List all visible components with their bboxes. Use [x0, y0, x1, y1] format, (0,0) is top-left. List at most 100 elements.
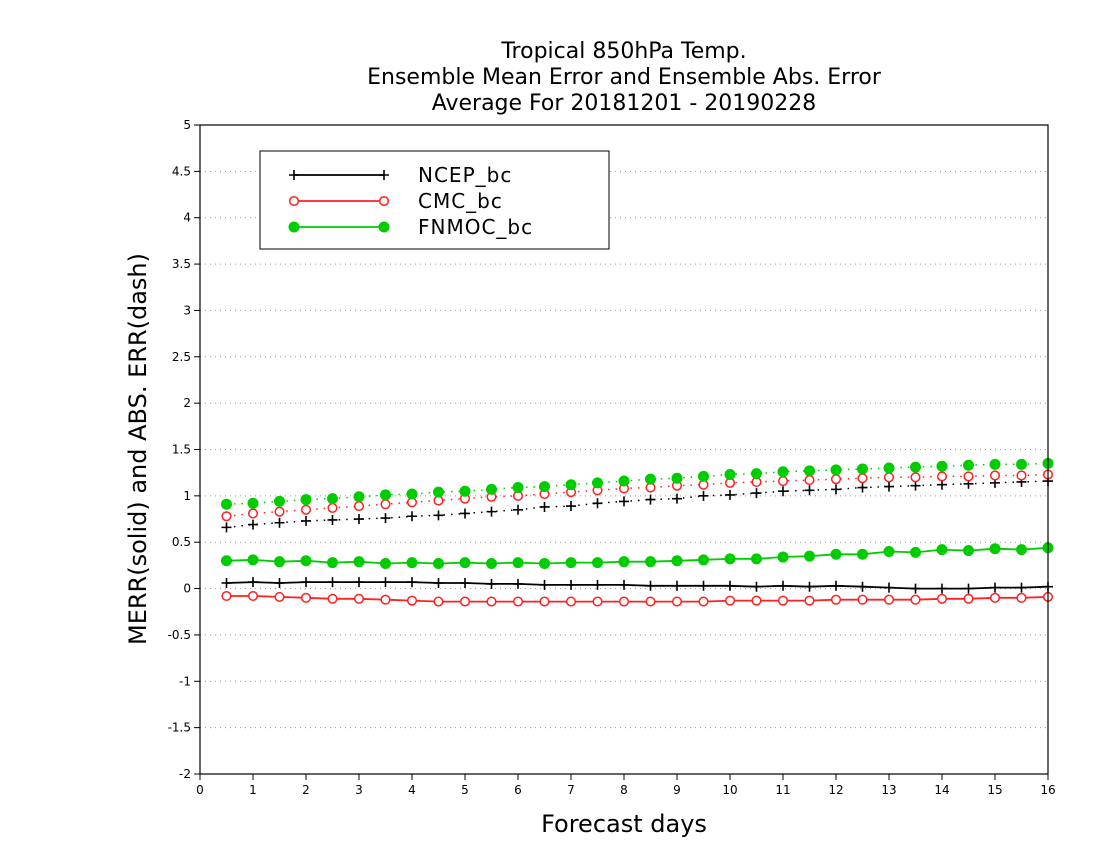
ncep-bc-merr-point: [327, 577, 338, 588]
fnmoc-bc-abs-err-point: [486, 483, 497, 495]
fnmoc-bc-merr-point: [459, 557, 471, 569]
ncep-bc-merr-point: [248, 577, 258, 588]
ncep-bc-merr-point: [910, 583, 921, 594]
y-tick-label: -1.5: [168, 721, 191, 735]
fnmoc-bc-merr-point: [274, 556, 285, 568]
ncep-bc-abs-err-point: [274, 517, 285, 528]
x-tick-label: 11: [775, 783, 790, 797]
fnmoc-bc-abs-err-point: [910, 461, 921, 473]
ncep-bc-merr-point: [963, 583, 974, 594]
cmc-bc-abs-err-point: [963, 471, 974, 482]
y-tick-label: -0.5: [168, 628, 191, 642]
fnmoc-bc-abs-err-point: [830, 464, 842, 476]
cmc-bc-merr-point: [247, 590, 259, 602]
fnmoc-bc-merr-point: [618, 556, 630, 568]
fnmoc-bc-abs-err-point: [380, 489, 391, 501]
fnmoc-bc-merr-point: [486, 558, 497, 570]
cmc-bc-merr-point: [406, 595, 418, 606]
chart-title-line-1: Tropical 850hPa Temp.: [500, 39, 746, 64]
fnmoc-bc-merr-point: [327, 557, 338, 569]
legend-item-cmc-bc: CMC_bc: [288, 189, 502, 213]
legend-label: NCEP_bc: [418, 163, 512, 187]
fnmoc-bc-abs-err-point: [645, 473, 656, 485]
ncep-bc-merr-point: [301, 577, 311, 588]
ncep-bc-abs-err-point: [248, 519, 258, 530]
chart-title-line-3: Average For 20181201 - 20190228: [432, 91, 817, 116]
y-tick-label: 3: [183, 303, 191, 317]
ncep-bc-abs-err-point: [486, 506, 497, 517]
ncep-bc-merr-point: [354, 577, 364, 588]
fnmoc-bc-merr-point: [830, 548, 842, 560]
fnmoc-bc-abs-err-point: [963, 459, 974, 471]
ncep-bc-merr-point: [884, 582, 894, 593]
fnmoc-bc-abs-err-point: [247, 497, 259, 509]
fnmoc-bc-merr-point: [777, 551, 789, 563]
cmc-bc-merr-point: [883, 594, 895, 605]
cmc-bc-merr-point: [380, 594, 391, 605]
cmc-bc-merr-point: [353, 593, 365, 604]
ncep-bc-abs-err-point: [778, 486, 788, 497]
ncep-bc-merr-point: [937, 583, 947, 594]
cmc-bc-merr-point: [936, 593, 948, 604]
ncep-bc-merr-point: [274, 578, 285, 589]
ncep-bc-abs-err-point: [884, 481, 894, 492]
cmc-bc-abs-err-point: [830, 474, 842, 485]
y-tick-label: 0.5: [172, 535, 191, 549]
cmc-bc-merr-point: [618, 596, 630, 607]
ncep-bc-abs-err-point: [380, 513, 391, 524]
y-tick-label: 0: [183, 582, 191, 596]
y-tick-label: -1: [179, 674, 191, 688]
legend-box: [259, 150, 610, 250]
cmc-bc-merr-point: [565, 596, 577, 607]
ncep-bc-merr-point: [857, 581, 868, 592]
fnmoc-bc-merr-point: [592, 557, 603, 569]
legend-marker: [288, 221, 300, 233]
ncep-bc-merr-point: [619, 579, 629, 590]
legend-marker: [289, 170, 299, 180]
ncep-bc-abs-err-point: [539, 501, 550, 512]
x-tick-label: 8: [620, 783, 628, 797]
cmc-bc-abs-err-point: [380, 499, 391, 510]
ncep-bc-abs-err-point: [645, 494, 656, 505]
fnmoc-bc-abs-err-point: [539, 481, 550, 493]
cmc-bc-abs-err-point: [353, 501, 365, 512]
legend-item-fnmoc-bc: FNMOC_bc: [288, 215, 532, 239]
fnmoc-bc-abs-err-point: [327, 493, 338, 505]
fnmoc-bc-abs-err-point: [565, 479, 577, 491]
fnmoc-bc-abs-err-point: [221, 498, 232, 510]
x-axis-label: Forecast days: [541, 810, 707, 838]
y-axis-label: MERR(solid) and ABS. ERR(dash): [124, 253, 152, 645]
cmc-bc-abs-err-point: [221, 511, 232, 522]
fnmoc-bc-abs-err-point: [698, 470, 709, 482]
cmc-bc-merr-point: [327, 593, 338, 604]
ncep-bc-merr-point: [486, 578, 497, 589]
fnmoc-bc-merr-point: [963, 545, 974, 557]
y-tick-label: 3.5: [172, 257, 191, 271]
y-tick-label: 2: [183, 396, 191, 410]
ncep-bc-abs-err-point: [804, 485, 815, 496]
x-tick-label: 4: [408, 783, 416, 797]
fnmoc-bc-abs-err-point: [512, 482, 524, 494]
ncep-bc-merr-point: [645, 580, 656, 591]
cmc-bc-merr-point: [804, 595, 815, 606]
fnmoc-bc-abs-err-point: [989, 458, 1001, 470]
y-tick-label: -2: [179, 767, 191, 781]
x-tick-label: 15: [987, 783, 1002, 797]
fnmoc-bc-merr-point: [565, 557, 577, 569]
ncep-bc-abs-err-point: [407, 511, 417, 522]
x-tick-label: 10: [722, 783, 737, 797]
cmc-bc-merr-point: [512, 596, 524, 607]
fnmoc-bc-merr-point: [539, 558, 550, 570]
fnmoc-bc-abs-err-point: [857, 463, 868, 475]
cmc-bc-abs-err-point: [883, 472, 895, 483]
cmc-bc-abs-err-point: [1016, 470, 1027, 481]
fnmoc-bc-merr-point: [698, 554, 709, 566]
cmc-bc-abs-err-point: [804, 475, 815, 486]
x-tick-label: 16: [1040, 783, 1055, 797]
cmc-bc-merr-point: [830, 594, 842, 605]
ncep-bc-abs-err-point: [301, 515, 311, 526]
cmc-bc-abs-err-point: [274, 506, 285, 517]
fnmoc-bc-merr-point: [751, 553, 762, 565]
ncep-bc-abs-err-point: [831, 484, 841, 495]
